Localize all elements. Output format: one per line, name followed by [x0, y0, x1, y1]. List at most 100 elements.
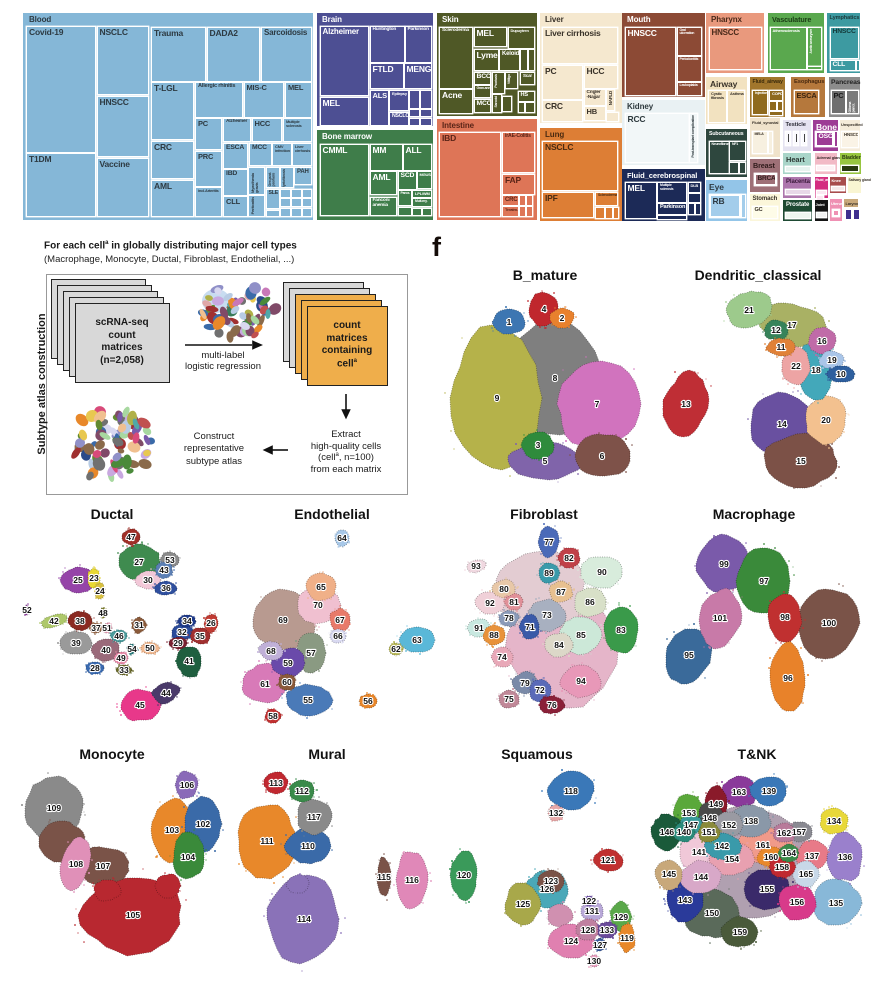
svg-text:114: 114	[297, 914, 311, 924]
svg-text:44: 44	[161, 688, 171, 698]
svg-text:Dendritic_classical: Dendritic_classical	[695, 267, 822, 283]
svg-text:155: 155	[760, 884, 774, 894]
svg-text:154: 154	[725, 854, 739, 864]
svg-text:146: 146	[660, 827, 674, 837]
svg-text:126: 126	[540, 884, 554, 894]
svg-text:90: 90	[597, 567, 607, 577]
svg-text:118: 118	[564, 786, 578, 796]
svg-text:93: 93	[471, 561, 481, 571]
svg-text:16: 16	[817, 336, 827, 346]
svg-text:117: 117	[307, 812, 321, 822]
svg-text:51: 51	[102, 623, 112, 633]
svg-text:38: 38	[75, 616, 85, 626]
svg-text:61: 61	[260, 679, 270, 689]
svg-text:162: 162	[777, 828, 791, 838]
svg-text:116: 116	[405, 875, 419, 885]
svg-text:27: 27	[134, 557, 144, 567]
svg-text:43: 43	[159, 565, 169, 575]
svg-text:160: 160	[764, 852, 778, 862]
svg-text:89: 89	[544, 568, 554, 578]
svg-text:31: 31	[134, 620, 144, 630]
svg-text:47: 47	[126, 532, 136, 542]
svg-text:119: 119	[620, 933, 634, 943]
svg-text:121: 121	[601, 855, 615, 865]
svg-text:6: 6	[600, 451, 605, 461]
svg-text:124: 124	[564, 936, 578, 946]
svg-text:60: 60	[282, 677, 292, 687]
svg-text:70: 70	[313, 600, 323, 610]
svg-text:62: 62	[391, 644, 401, 654]
svg-text:54: 54	[127, 644, 137, 654]
svg-text:73: 73	[542, 610, 552, 620]
svg-text:76: 76	[547, 700, 557, 710]
svg-text:Squamous: Squamous	[501, 746, 573, 762]
svg-text:139: 139	[762, 786, 776, 796]
svg-text:75: 75	[504, 694, 514, 704]
svg-text:107: 107	[96, 861, 110, 871]
svg-text:128: 128	[581, 925, 595, 935]
svg-text:103: 103	[165, 825, 179, 835]
svg-text:101: 101	[713, 613, 727, 623]
svg-text:21: 21	[744, 305, 754, 315]
svg-text:36: 36	[161, 583, 171, 593]
svg-text:92: 92	[485, 598, 495, 608]
svg-text:32: 32	[177, 627, 187, 637]
svg-text:159: 159	[733, 927, 747, 937]
svg-text:148: 148	[703, 813, 717, 823]
svg-text:11: 11	[777, 342, 786, 352]
svg-text:99: 99	[719, 559, 729, 569]
svg-text:137: 137	[805, 851, 819, 861]
svg-text:Ductal: Ductal	[91, 506, 134, 522]
svg-text:T&NK: T&NK	[738, 746, 777, 762]
svg-text:123: 123	[544, 876, 558, 886]
svg-text:18: 18	[811, 365, 821, 375]
svg-text:65: 65	[316, 582, 326, 592]
svg-text:46: 46	[114, 631, 124, 641]
svg-text:64: 64	[337, 533, 347, 543]
svg-text:105: 105	[126, 910, 140, 920]
svg-text:55: 55	[303, 695, 313, 705]
svg-text:72: 72	[535, 685, 545, 695]
svg-text:132: 132	[549, 808, 563, 818]
svg-text:81: 81	[509, 597, 519, 607]
svg-text:91: 91	[474, 623, 484, 633]
svg-text:77: 77	[544, 537, 554, 547]
svg-text:17: 17	[787, 320, 797, 330]
svg-text:143: 143	[678, 895, 692, 905]
svg-text:23: 23	[89, 573, 99, 583]
svg-text:157: 157	[792, 827, 806, 837]
svg-text:5: 5	[543, 456, 548, 466]
svg-text:130: 130	[587, 956, 601, 966]
svg-text:68: 68	[266, 646, 276, 656]
svg-text:69: 69	[278, 615, 288, 625]
svg-text:149: 149	[709, 799, 723, 809]
svg-text:109: 109	[47, 803, 61, 813]
svg-text:2: 2	[560, 313, 565, 323]
svg-text:98: 98	[780, 612, 790, 622]
svg-text:45: 45	[135, 700, 145, 710]
svg-text:Endothelial: Endothelial	[294, 506, 369, 522]
svg-text:147: 147	[684, 820, 698, 830]
svg-text:156: 156	[790, 897, 804, 907]
svg-text:49: 49	[116, 653, 126, 663]
svg-text:8: 8	[553, 373, 558, 383]
svg-text:97: 97	[759, 576, 769, 586]
svg-text:86: 86	[585, 597, 595, 607]
svg-text:15: 15	[796, 456, 806, 466]
svg-text:30: 30	[143, 575, 153, 585]
svg-text:24: 24	[95, 586, 105, 596]
svg-text:13: 13	[681, 399, 691, 409]
svg-text:28: 28	[90, 663, 100, 673]
svg-text:B_mature: B_mature	[513, 267, 578, 283]
svg-text:50: 50	[145, 643, 155, 653]
svg-text:Macrophage: Macrophage	[713, 506, 796, 522]
svg-text:33: 33	[119, 665, 129, 675]
svg-text:104: 104	[181, 852, 195, 862]
svg-text:80: 80	[499, 584, 509, 594]
svg-text:129: 129	[614, 912, 628, 922]
svg-text:4: 4	[542, 304, 547, 314]
svg-text:133: 133	[600, 925, 614, 935]
svg-text:20: 20	[821, 415, 831, 425]
svg-text:74: 74	[497, 652, 507, 662]
svg-text:127: 127	[593, 940, 607, 950]
